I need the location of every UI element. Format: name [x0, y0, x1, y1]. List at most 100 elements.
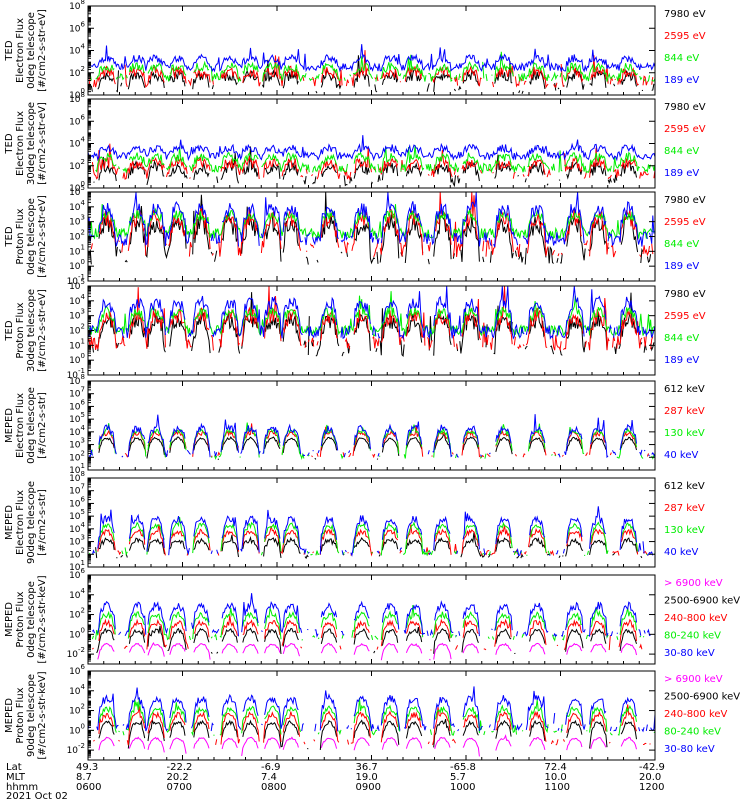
series-2-1-line [94, 147, 656, 186]
panel-4-plot [88, 286, 655, 358]
y-tick-label: 102 [69, 65, 85, 79]
y-tick-label: 104 [69, 683, 85, 697]
panel-2-ylabel-line: TED [4, 133, 15, 154]
panel-4-ylabel-line: [#/cm2-s-str-eV] [37, 289, 48, 372]
legend-entry: 7980 eV [664, 9, 706, 20]
footer-lat: -42.9 [639, 762, 665, 773]
legend-entry: 844 eV [664, 333, 699, 344]
series-8-5 [88, 686, 655, 733]
series-2-1 [94, 147, 656, 186]
y-tick-label: 106 [69, 663, 85, 677]
y-tick-label: 106 [69, 20, 85, 34]
panel-2-ylabel-line: 30deg telescope [26, 102, 37, 185]
y-tick-label: 102 [69, 703, 85, 717]
panel-6-ylabel-line: MEPED [4, 505, 15, 540]
footer-hhmm: 1100 [545, 782, 570, 793]
series-2-2-line [91, 143, 655, 181]
panel-2-ylabel-line: [#/cm2-s-str-eV] [37, 102, 48, 185]
legend-entry: > 6900 keV [664, 578, 723, 589]
footer-row-label: MLT [6, 772, 26, 783]
panel-8: 10-2 100 102 104 106 MEPED Proton Flux 90deg te… [4, 663, 740, 761]
panel-5-ylabel-line: MEPED [4, 408, 15, 443]
legend-entry: 2595 eV [664, 217, 706, 228]
series-2-2 [91, 143, 655, 181]
footer-mlt: 5.7 [450, 772, 466, 783]
series-3-3-line [88, 203, 655, 241]
footer-hhmm: 1000 [450, 782, 475, 793]
series-8-1 [99, 736, 651, 757]
series-4-4 [88, 286, 655, 340]
legend-entry: 130 keV [664, 525, 705, 536]
panel-6-ylabel-line: 90deg telescope [26, 481, 37, 564]
legend-entry: 189 eV [664, 355, 699, 366]
series-1-4 [88, 44, 655, 73]
panel-5-ylabel-line: [#/cm2-s-str] [37, 392, 48, 459]
panel-4-frame [87, 285, 656, 376]
footer-mlt: 7.4 [261, 772, 277, 783]
legend-entry: 844 eV [664, 146, 699, 157]
panel-1-ylabel-line: Electron Flux [15, 18, 26, 83]
series-6-3 [88, 517, 655, 557]
footer-row-label: hhmm [6, 782, 38, 793]
legend-entry: 80-240 keV [664, 631, 721, 642]
legend-entry: 287 keV [664, 503, 705, 514]
y-tick-label: 104 [69, 587, 85, 601]
panel-1-ylabel-line: TED [4, 40, 15, 61]
legend-entry: 2595 eV [664, 124, 706, 135]
y-tick-label: 103 [69, 214, 85, 228]
legend-entry: 7980 eV [664, 195, 706, 206]
series-7-1-line [98, 643, 648, 660]
panel-5-plot [88, 414, 655, 461]
series-3-3 [88, 203, 655, 241]
series-1-4-line [88, 44, 655, 73]
series-8-1-line [99, 736, 651, 757]
series-5-1-line [98, 433, 637, 460]
legend-entry: 844 eV [664, 239, 699, 250]
panel-8-frame [87, 670, 656, 761]
series-7-1 [98, 643, 648, 660]
legend-entry: 189 eV [664, 168, 699, 179]
footer-row-label: Lat [6, 762, 22, 773]
y-tick-label: 106 [69, 113, 85, 127]
legend-entry: 287 keV [664, 406, 705, 417]
footer-mlt: 10.0 [545, 772, 567, 783]
legend-entry: 30-80 keV [664, 648, 715, 659]
y-tick-label: 104 [69, 199, 85, 213]
legend-entry: 844 eV [664, 53, 699, 64]
legend-entry: 612 keV [664, 481, 705, 492]
panel-7-ylabel-line: Proton Flux [15, 591, 26, 647]
panel-3-plot [88, 192, 655, 264]
series-6-4-line [92, 506, 655, 555]
footer-date: 2021 Oct 02 [6, 791, 68, 800]
footer-lat: 36.7 [356, 762, 378, 773]
panel-6-ylabel-line: [#/cm2-s-str] [37, 489, 48, 556]
series-6-3-line [88, 517, 655, 557]
legend-entry: 40 keV [664, 450, 698, 461]
footer-lat: -65.8 [450, 762, 476, 773]
panel-5-ylabel-line: Electron Flux [15, 393, 26, 458]
panel-8-ylabel-line: 90deg telescope [26, 674, 37, 757]
y-tick-label: 100 [69, 722, 85, 736]
panel-8-ylabel-line: [#/cm2-s-str-keV] [37, 671, 48, 759]
legend-entry: 2595 eV [664, 311, 706, 322]
footer-lat: -22.2 [167, 762, 193, 773]
series-2-4 [88, 135, 655, 162]
series-2-4-line [88, 135, 655, 162]
panel-4-ylabel-line: Proton Flux [15, 302, 26, 358]
panel-2-plot [88, 135, 655, 185]
legend-entry: 240-800 keV [664, 613, 728, 624]
series-8-5-line [88, 686, 655, 733]
y-tick-label: 102 [69, 323, 85, 337]
legend-entry: 30-80 keV [664, 744, 715, 755]
legend-entry: 80-240 keV [664, 727, 721, 738]
series-6-4 [92, 506, 655, 555]
y-tick-label: 101 [69, 337, 85, 351]
footer-mlt: 19.0 [356, 772, 378, 783]
